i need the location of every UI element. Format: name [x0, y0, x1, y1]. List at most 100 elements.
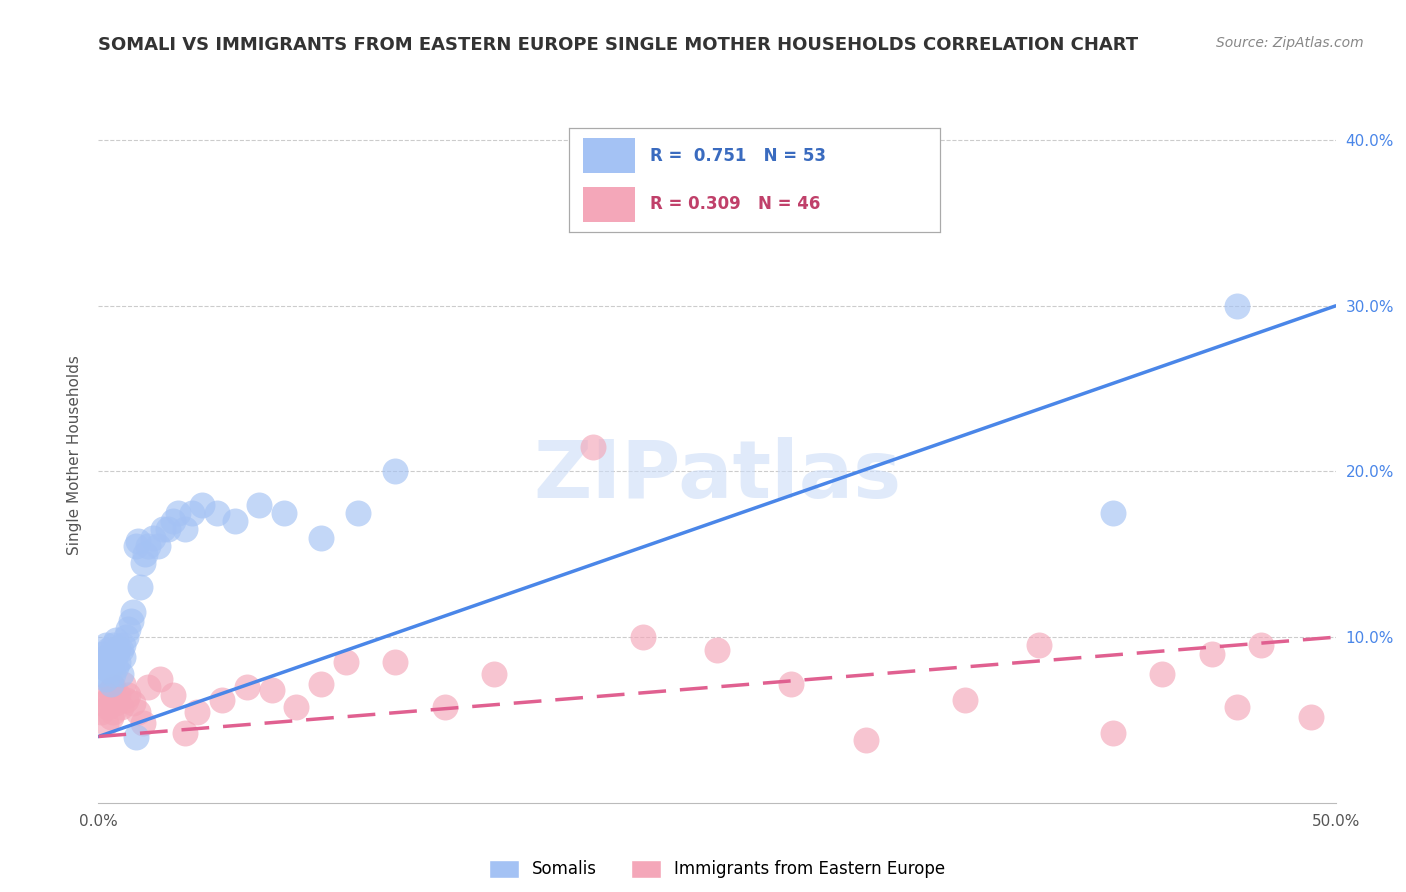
- Point: [103, 705, 125, 719]
- Point: [90, 655, 112, 669]
- Point: [136, 539, 159, 553]
- Point: [103, 680, 125, 694]
- Point: [103, 666, 125, 681]
- Point: [97, 643, 120, 657]
- Point: [285, 699, 308, 714]
- Point: [104, 633, 127, 648]
- Point: [117, 622, 139, 636]
- Point: [90, 705, 112, 719]
- Point: [260, 683, 283, 698]
- Text: SOMALI VS IMMIGRANTS FROM EASTERN EUROPE SINGLE MOTHER HOUSEHOLDS CORRELATION CH: SOMALI VS IMMIGRANTS FROM EASTERN EUROPE…: [98, 36, 1139, 54]
- Text: Source: ZipAtlas.com: Source: ZipAtlas.com: [1216, 36, 1364, 50]
- Point: [1226, 299, 1249, 313]
- Point: [484, 666, 506, 681]
- Point: [90, 666, 112, 681]
- Point: [174, 523, 197, 537]
- Point: [94, 688, 117, 702]
- Point: [855, 732, 877, 747]
- Point: [780, 676, 803, 690]
- Point: [93, 697, 115, 711]
- Point: [142, 531, 165, 545]
- Point: [309, 531, 332, 545]
- Point: [136, 680, 159, 694]
- Point: [152, 523, 174, 537]
- Point: [110, 666, 132, 681]
- Text: R = 0.309   N = 46: R = 0.309 N = 46: [650, 195, 821, 213]
- Point: [1250, 639, 1272, 653]
- Point: [104, 697, 127, 711]
- Point: [273, 506, 295, 520]
- Point: [433, 699, 456, 714]
- Point: [110, 643, 132, 657]
- Point: [114, 693, 136, 707]
- Point: [132, 716, 155, 731]
- Point: [181, 506, 204, 520]
- Point: [162, 514, 184, 528]
- Point: [205, 506, 228, 520]
- Point: [127, 705, 149, 719]
- Point: [162, 688, 184, 702]
- Point: [124, 539, 146, 553]
- Point: [236, 680, 259, 694]
- Point: [110, 699, 132, 714]
- Point: [93, 647, 115, 661]
- Point: [1201, 647, 1223, 661]
- Point: [146, 539, 169, 553]
- Point: [706, 643, 728, 657]
- Point: [100, 676, 122, 690]
- Point: [122, 605, 145, 619]
- Point: [186, 705, 208, 719]
- Point: [166, 506, 188, 520]
- Point: [114, 630, 136, 644]
- Point: [384, 655, 406, 669]
- Point: [94, 716, 117, 731]
- Point: [149, 672, 172, 686]
- Point: [107, 641, 129, 656]
- Point: [122, 697, 145, 711]
- Point: [107, 655, 129, 669]
- Point: [335, 655, 357, 669]
- Point: [953, 693, 976, 707]
- FancyBboxPatch shape: [583, 138, 636, 173]
- Point: [120, 614, 142, 628]
- Point: [247, 498, 270, 512]
- Point: [124, 730, 146, 744]
- Point: [1226, 699, 1249, 714]
- Point: [174, 726, 197, 740]
- Point: [100, 709, 122, 723]
- Point: [132, 556, 155, 570]
- Point: [117, 688, 139, 702]
- Point: [94, 672, 117, 686]
- Point: [1028, 639, 1050, 653]
- Point: [93, 660, 115, 674]
- Point: [112, 676, 135, 690]
- Point: [582, 440, 605, 454]
- Point: [191, 498, 214, 512]
- Point: [103, 639, 125, 653]
- Point: [94, 650, 117, 665]
- Point: [104, 647, 127, 661]
- Point: [100, 683, 122, 698]
- Point: [97, 693, 120, 707]
- Point: [112, 650, 135, 665]
- Y-axis label: Single Mother Households: Single Mother Households: [67, 355, 83, 555]
- Text: R =  0.751   N = 53: R = 0.751 N = 53: [650, 147, 827, 165]
- Point: [1102, 726, 1125, 740]
- Point: [94, 639, 117, 653]
- Point: [97, 699, 120, 714]
- Point: [97, 663, 120, 677]
- Point: [1299, 709, 1322, 723]
- Point: [879, 208, 901, 222]
- Point: [309, 676, 332, 690]
- Point: [211, 693, 233, 707]
- Point: [631, 630, 654, 644]
- Point: [134, 547, 156, 561]
- Point: [107, 688, 129, 702]
- Point: [1102, 506, 1125, 520]
- Point: [1152, 666, 1174, 681]
- FancyBboxPatch shape: [583, 187, 636, 222]
- Point: [103, 650, 125, 665]
- Point: [104, 660, 127, 674]
- Point: [156, 523, 179, 537]
- Point: [100, 658, 122, 673]
